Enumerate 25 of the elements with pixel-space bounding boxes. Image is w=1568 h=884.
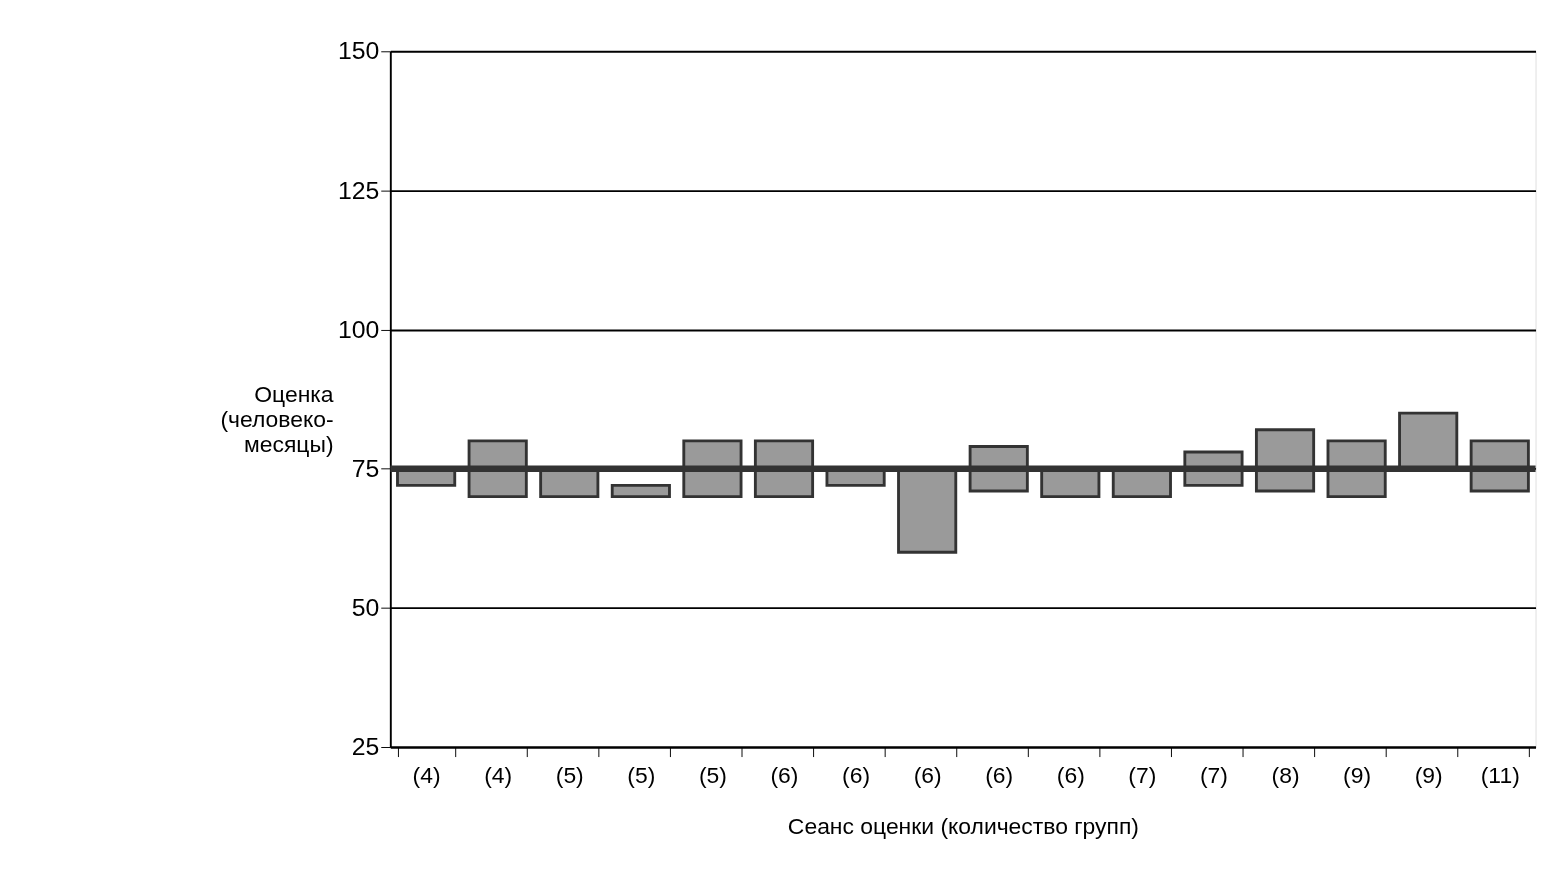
y-tick-label: 25 <box>351 733 380 761</box>
x-tick-label: (4) <box>484 761 513 788</box>
bar <box>610 484 671 498</box>
y-tick-label: 50 <box>351 593 380 621</box>
x-tick-label: (5) <box>555 761 584 788</box>
x-tick-label: (6) <box>913 761 942 788</box>
y-axis-title: Оценка (человеко- месяцы) <box>220 381 334 457</box>
y-tick-label: 125 <box>337 176 380 204</box>
x-tick-label: (11) <box>1480 761 1520 788</box>
x-tick-label: (7) <box>1199 761 1228 788</box>
x-tick-label: (6) <box>842 761 871 788</box>
x-tick-label: (6) <box>1056 761 1085 788</box>
x-tick-label: (6) <box>985 761 1014 788</box>
x-tick-label: (5) <box>627 761 656 788</box>
y-tick-label: 75 <box>351 454 380 482</box>
x-tick-label: (4) <box>412 761 441 788</box>
x-tick-label: (5) <box>698 761 727 788</box>
x-tick-label: (9) <box>1414 761 1443 788</box>
x-tick-label: (7) <box>1128 761 1157 788</box>
x-axis-title: Сеанс оценки (количество групп) <box>787 813 1139 840</box>
x-tick-label: (6) <box>770 761 799 788</box>
y-tick-label: 150 <box>337 37 380 65</box>
y-tick-label: 100 <box>337 315 380 343</box>
x-tick-label: (9) <box>1343 761 1372 788</box>
x-tick-label: (8) <box>1271 761 1300 788</box>
